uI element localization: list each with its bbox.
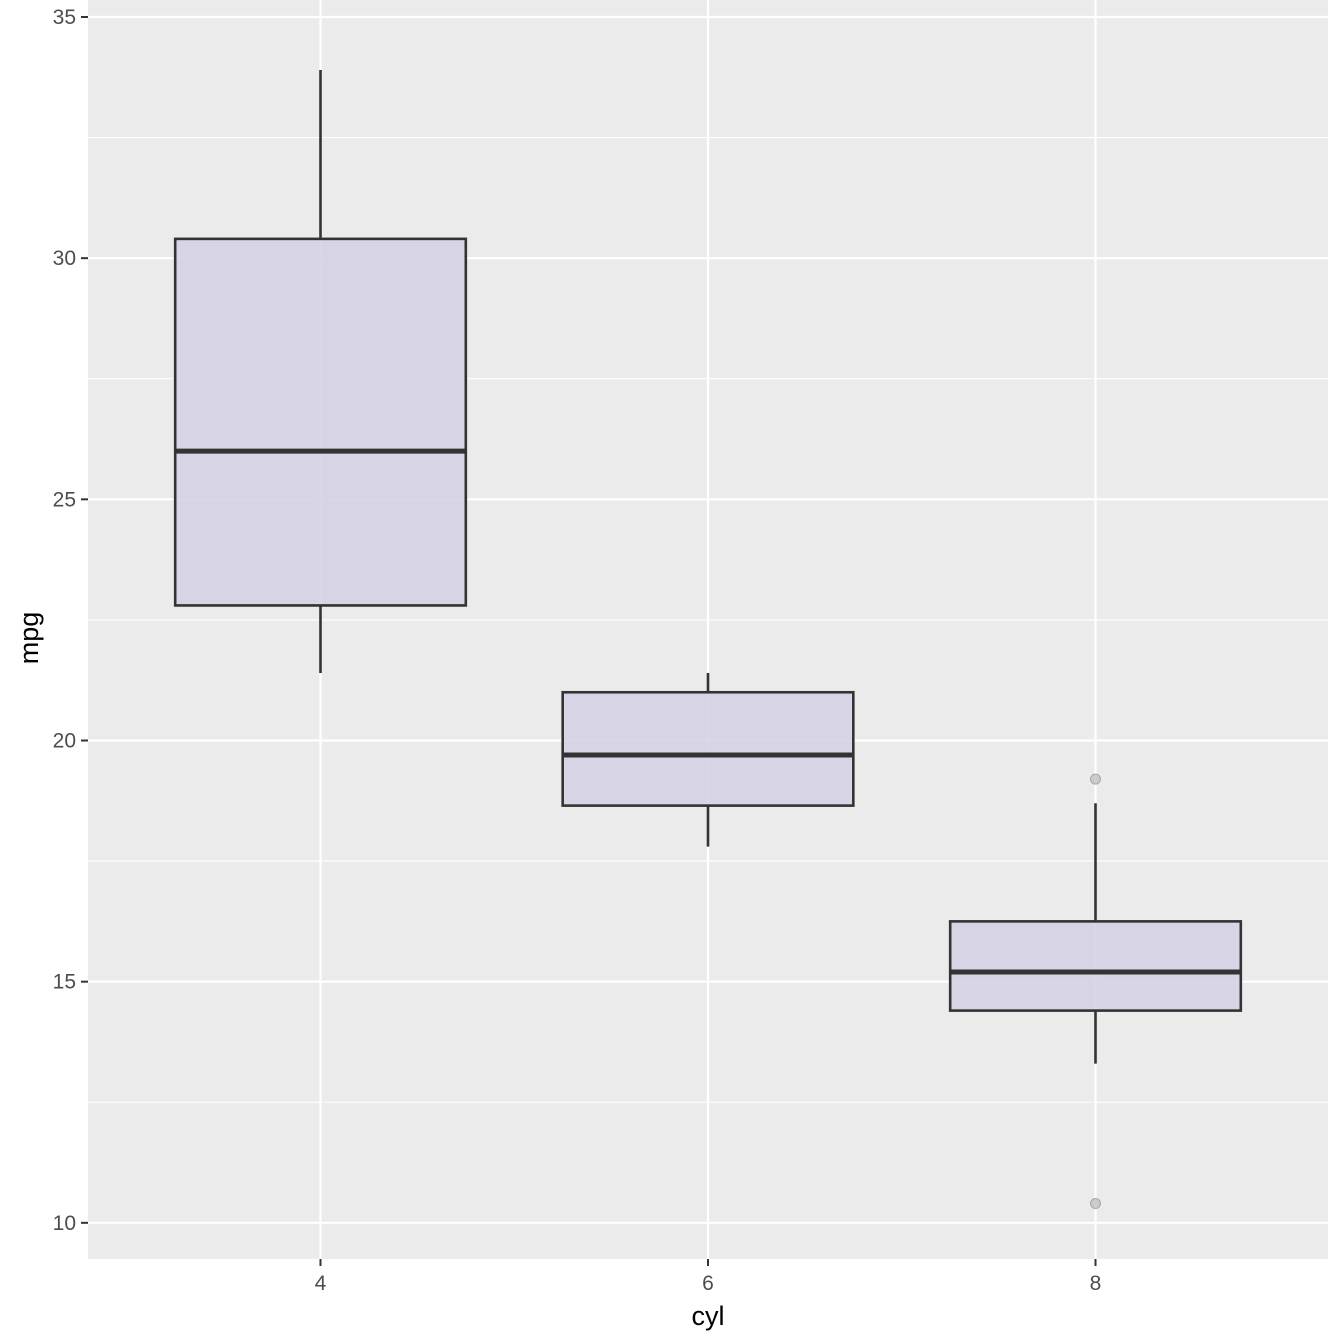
y-tick-label: 20 bbox=[53, 729, 76, 752]
box-group-6 bbox=[561, 672, 855, 847]
box-iqr bbox=[173, 237, 468, 607]
y-tick-label: 15 bbox=[53, 971, 76, 994]
x-tick-label: 4 bbox=[315, 1272, 327, 1295]
y-tick-label: 25 bbox=[53, 488, 76, 511]
axes-layer: 10 15 20 25 30 35 4 6 8 bbox=[53, 6, 1102, 1295]
box-group-8 bbox=[948, 773, 1243, 1210]
y-tick-label: 30 bbox=[53, 247, 76, 270]
outlier-point bbox=[1090, 773, 1101, 785]
y-tick-label: 10 bbox=[53, 1212, 76, 1235]
x-tick-label: 8 bbox=[1090, 1272, 1102, 1295]
box-iqr bbox=[948, 920, 1243, 1012]
box-group-4 bbox=[173, 70, 468, 673]
x-axis-title: cyl bbox=[692, 1301, 725, 1331]
box-iqr bbox=[561, 690, 855, 807]
y-axis-title: mpg bbox=[14, 612, 44, 665]
y-tick-label: 35 bbox=[53, 6, 76, 29]
outlier-point bbox=[1090, 1198, 1101, 1210]
boxes-layer bbox=[173, 70, 1243, 1210]
x-tick-label: 6 bbox=[702, 1272, 714, 1295]
